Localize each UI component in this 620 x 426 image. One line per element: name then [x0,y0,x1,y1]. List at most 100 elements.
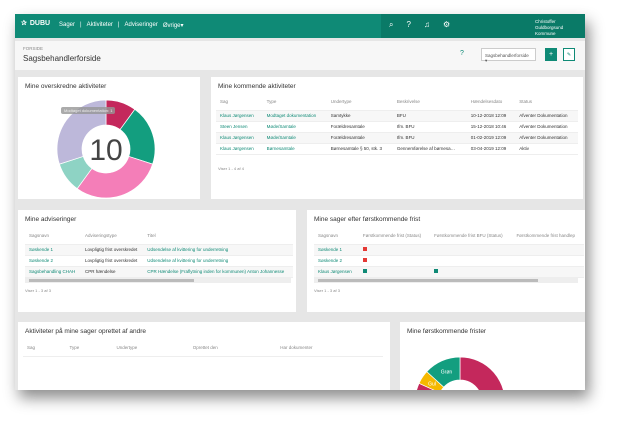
deadlines-table: Sagsnavn Førstkommende frist (Status) Førs… [314,228,584,278]
donut-slice[interactable] [56,99,107,165]
donut-slice[interactable] [415,356,505,390]
table-cell: Ifm. BFU [392,121,467,133]
column-header[interactable]: Oprettet den [188,340,277,357]
breadcrumb: FORSIDE [23,46,44,51]
table-cell[interactable]: Klaus Jørgensen [216,132,263,144]
table-row[interactable]: Klaus Jørgensen Modtaget dokumentation Sam… [216,110,578,122]
table-footer: Viser 1 - 4 af 4 [218,166,244,171]
table-row[interactable]: Søskende 1 [314,244,584,256]
column-header[interactable]: Titel [143,228,293,245]
overdue-donut: 10 [56,99,156,199]
nav-sager[interactable]: Sager [59,22,76,28]
dashboard-select[interactable]: Sagsbehandlerforside ▾ [481,48,536,63]
notifications-table: Sagsnavn Adviseringstype Titel Søskende 1 Lo… [25,228,293,278]
table-cell[interactable]: Steen Jensen [216,121,263,133]
column-header[interactable]: Førstkommende frist BFU (Status) [430,228,513,245]
column-header[interactable]: Sagsnavn [25,228,82,245]
slice-label: Grøn [441,369,453,375]
table-cell[interactable]: Møde/Samtale [262,132,327,144]
add-button[interactable]: + [545,48,557,61]
table-cell: Lovpligtig frist overskredet [81,255,144,267]
logo[interactable]: ✰ DUBU [21,19,51,28]
card-title: Mine førstkommende frister [407,328,487,335]
card-title: Mine overskredne aktiviteter [25,83,107,90]
card-deadlines: Mine sager efter førstkommende frist Sag… [307,210,585,312]
bell-icon[interactable]: ♫ [423,20,430,29]
card-upcoming: Mine kommende aktiviteter Sag Type Underty… [211,77,583,199]
column-header[interactable]: Type [65,340,113,357]
column-header[interactable]: Undertype [326,94,393,111]
table-row[interactable]: Søskende 2 [314,255,584,267]
table-cell: Forældresamtale [326,132,393,144]
table-cell[interactable]: Udsendelse af kvittering for underretnin… [143,244,293,256]
status-cell [358,244,431,256]
table-cell[interactable]: Udsendelse af kvittering for underretnin… [143,255,293,267]
table-cell[interactable]: CPR Hændelse (Fraflytning inden for komm… [143,266,293,278]
column-header[interactable]: Hændelsesdato [466,94,516,111]
column-header[interactable]: Førstkommende frist handlep [512,228,584,245]
card-title: Mine adviseringer [25,216,77,223]
nav-ovrige[interactable]: Øvrige▾ [162,23,184,29]
status-cell [430,266,513,278]
donut-slice[interactable] [426,356,461,388]
card-overdue: Mine overskredne aktiviteter 10 Modtaget… [18,77,200,199]
help-icon[interactable]: ? [460,50,464,57]
others-table: Sag Type Undertype Oprettet den Har dokument… [23,340,383,357]
status-cell [430,244,513,256]
table-row[interactable]: Klaus Jørgensen Møde/Samtale Forældresamta… [216,132,578,144]
table-row[interactable]: Klaus Jørgensen Børnesamtale Børnesamtale … [216,143,578,155]
column-header[interactable]: Førstkommende frist (Status) [358,228,431,245]
card-others: Aktiviteter på mine sager oprettet af an… [18,322,390,390]
user-menu[interactable]: Christoffer Guldborgsund Kommune [535,19,564,36]
table-cell: Samtykke [326,110,393,122]
table-cell: Afventer Dokumentation [515,132,578,144]
upcoming-table: Sag Type Undertype Beskrivelse Hændelsesdato… [216,94,578,155]
column-header[interactable]: Sag [23,340,66,357]
card-title: Mine sager efter førstkommende frist [314,216,421,223]
page-header: FORSIDE Sagsbehandlerforside ? Sagsbehan… [15,41,585,70]
search-icon[interactable]: ⌕ [389,20,394,29]
nav-aktiviteter[interactable]: Aktiviteter [86,22,113,28]
column-header[interactable]: Type [262,94,327,111]
case-name-link[interactable]: Klaus Jørgensen [314,266,359,278]
card-frister: Mine førstkommende frister Gul Grøn 242 [400,322,585,390]
header-row: Sag Type Undertype Oprettet den Har dokument… [23,340,383,357]
table-cell[interactable]: Søskende 2 [25,255,82,267]
table-row[interactable]: Søskende 1 Lovpligtig frist overskredet Ud… [25,244,293,256]
horizontal-scrollbar[interactable] [314,278,578,283]
nav-adviseringer[interactable]: Adviseringer [124,22,158,28]
card-title: Mine kommende aktiviteter [218,83,296,90]
table-cell[interactable]: Møde/Samtale [262,121,327,133]
top-navbar: ✰ DUBU Sager | Aktiviteter | Adviseringer Ø… [15,14,585,38]
table-row[interactable]: Sagsbehandling CHAH CPR hændelse CPR Hænde… [25,266,293,278]
table-cell[interactable]: Klaus Jørgensen [216,143,263,155]
table-cell: Forældresamtale [326,121,393,133]
table-footer: Viser 1 - 3 af 3 [25,288,51,293]
table-row[interactable]: Klaus Jørgensen [314,266,584,278]
column-header[interactable]: Sagsnavn [314,228,359,245]
help-icon[interactable]: ? [406,20,411,29]
table-cell[interactable]: Søskende 1 [25,244,82,256]
horizontal-scrollbar[interactable] [25,278,291,283]
table-row[interactable]: Søskende 2 Lovpligtig frist overskredet Ud… [25,255,293,267]
column-header[interactable]: Beskrivelse [392,94,467,111]
table-cell[interactable]: Klaus Jørgensen [216,110,263,122]
case-name-link[interactable]: Søskende 1 [314,244,359,256]
column-header[interactable]: Adviseringstype [81,228,144,245]
table-cell[interactable]: Modtaget dokumentation [262,110,327,122]
edit-button[interactable]: ✎ [563,48,575,61]
table-cell: Lovpligtig frist overskredet [81,244,144,256]
status-cell [358,266,431,278]
table-row[interactable]: Steen Jensen Møde/Samtale Forældresamtale I… [216,121,578,133]
card-notifications: Mine adviseringer Sagsnavn Adviseringstyp… [18,210,296,312]
gear-icon[interactable]: ⚙ [442,20,451,29]
table-cell[interactable]: Børnesamtale [262,143,327,155]
page-title: Sagsbehandlerforside [23,54,101,63]
column-header[interactable]: Sag [216,94,263,111]
column-header[interactable]: Undertype [112,340,189,357]
column-header[interactable]: Har dokumenter [276,340,383,357]
status-indicator [362,258,367,262]
column-header[interactable]: Status [515,94,578,111]
table-cell[interactable]: Sagsbehandling CHAH [25,266,82,278]
case-name-link[interactable]: Søskende 2 [314,255,359,267]
